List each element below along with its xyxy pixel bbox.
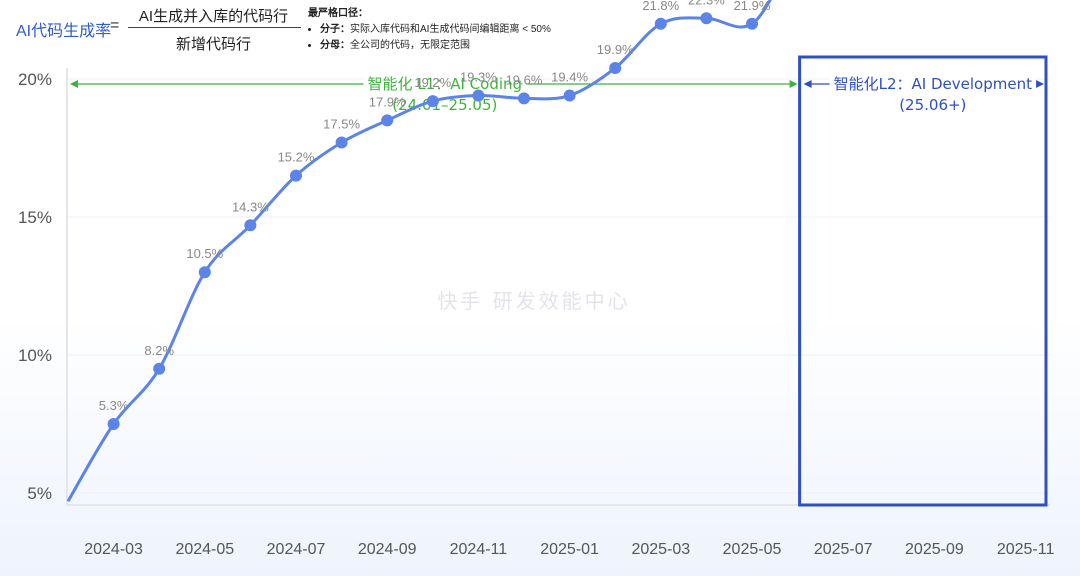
definition-item-denominator: 分母：全公司的代码，无限定范围 [320,38,551,54]
phase2-arrow-head-left [803,80,812,88]
y-tick-label: 20% [18,70,52,89]
data-point [244,219,257,232]
formula-fraction-line [128,27,301,28]
data-label: 8.2% [144,343,174,358]
data-point [381,114,394,127]
data-point [609,61,622,74]
x-tick-label: 2024-11 [450,541,508,558]
data-point [426,95,439,108]
x-tick-label: 2025-05 [723,541,782,558]
phase2-label-bg [829,75,1037,93]
data-label: 15.2% [278,150,315,165]
definition-box: 最严格口径： 分子：实际入库代码和AI生成代码间编辑距离 < 50% 分母：全公… [308,6,551,54]
data-label: 19.2% [414,75,451,90]
definition-text: 全公司的代码，无限定范围 [350,40,470,51]
phase1-arrow-head-left [70,80,78,88]
phase2-label: 智能化L2：AI Development [834,75,1032,93]
definition-term: 分子： [320,24,350,35]
data-label: 21.8% [642,0,679,13]
data-point [198,266,211,279]
data-point [472,89,485,102]
definition-term: 分母： [320,40,350,51]
formula: AI代码生成率 = AI生成并入库的代码行 新增代码行 [16,2,306,58]
definition-item-numerator: 分子：实际入库代码和AI生成代码间编辑距离 < 50% [320,22,551,38]
phase2-arrow-head-right [1036,80,1044,88]
x-tick-label: 2025-09 [905,541,964,558]
data-label: 17.9% [369,94,406,109]
definition-title: 最严格口径： [308,8,368,19]
formula-denominator: 新增代码行 [175,36,251,53]
data-label: 10.5% [186,246,223,261]
data-label: 19.3% [460,70,497,85]
phase1-label: 智能化 L1：AI Coding [368,75,523,93]
data-label: 21.9% [734,0,771,13]
data-point [335,136,348,149]
x-tick-label: 2024-03 [84,541,143,558]
phase2-range: (25.06+) [899,96,966,114]
data-point [107,418,120,430]
data-point [290,169,302,182]
formula-equals: = [110,17,120,34]
phase2-box [798,55,1048,507]
phase1-range: (24.01–25.05) [392,96,497,114]
data-point [153,362,166,375]
definition-list: 分子：实际入库代码和AI生成代码间编辑距离 < 50% 分母：全公司的代码，无限… [308,22,551,54]
x-tick-label: 2025-01 [540,541,599,558]
data-label: 19.6% [506,72,543,87]
y-tick-label: 5% [27,484,52,503]
data-point [700,12,713,25]
x-tick-label: 2024-07 [267,541,326,558]
data-label: 14.3% [232,199,269,214]
data-label: 22.3% [688,0,725,7]
data-point [654,17,667,30]
data-label: 19.4% [551,70,588,85]
phase1-arrow-head-right [789,80,798,88]
data-point [746,17,758,30]
x-tick-label: 2025-11 [997,541,1055,558]
data-label: 19.9% [597,42,634,57]
data-point [563,89,576,102]
x-tick-label: 2025-07 [814,541,873,558]
definition-text: 实际入库代码和AI生成代码间编辑距离 < 50% [350,24,551,35]
formula-numerator: AI生成并入库的代码行 [138,8,289,25]
phase1-label-bg [363,75,527,93]
y-tick-label: 15% [18,208,52,227]
x-tick-label: 2024-05 [175,541,234,558]
data-label: 5.3% [99,398,129,413]
watermark: 快手 研发效能中心 [437,289,630,313]
x-tick-label: 2025-03 [631,541,690,558]
formula-label: AI代码生成率 [16,23,112,40]
y-tick-label: 10% [18,346,52,365]
data-point [518,92,530,105]
data-label: 17.5% [323,116,360,131]
x-tick-label: 2024-09 [358,541,417,558]
